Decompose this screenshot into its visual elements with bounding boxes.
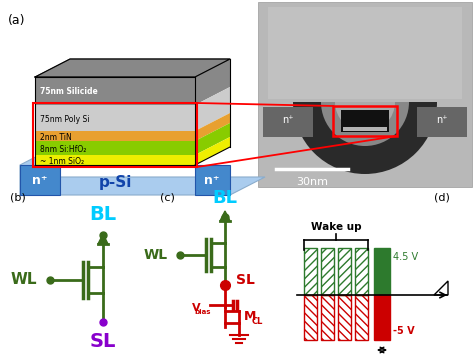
Bar: [343, 127, 387, 131]
Text: bias: bias: [195, 309, 211, 315]
Text: 75nm Silicide: 75nm Silicide: [40, 86, 98, 96]
Bar: [374, 248, 390, 295]
Polygon shape: [195, 87, 230, 131]
Text: 4.5 V: 4.5 V: [393, 252, 418, 262]
Polygon shape: [195, 137, 230, 165]
Bar: [258, 2, 472, 187]
Polygon shape: [220, 211, 230, 221]
Text: WL: WL: [10, 273, 37, 287]
Text: CL: CL: [252, 316, 264, 325]
Bar: [35, 131, 195, 141]
Bar: [417, 107, 467, 137]
Text: (d): (d): [434, 192, 450, 202]
Text: M: M: [244, 310, 256, 324]
Text: p-Si: p-Si: [98, 176, 132, 190]
Polygon shape: [195, 165, 230, 195]
Bar: [341, 110, 389, 132]
Text: SL: SL: [90, 332, 116, 351]
Bar: [355, 295, 368, 340]
Bar: [35, 77, 195, 105]
Text: BL: BL: [212, 189, 237, 207]
Bar: [321, 295, 334, 340]
Text: SL: SL: [236, 273, 255, 287]
Bar: [35, 141, 195, 155]
Polygon shape: [195, 59, 230, 105]
Wedge shape: [293, 102, 437, 174]
Text: 8nm Si:HfO₂: 8nm Si:HfO₂: [40, 145, 86, 154]
Wedge shape: [335, 102, 395, 132]
Text: n⁺: n⁺: [204, 173, 220, 187]
Bar: [35, 105, 195, 131]
Bar: [33, 103, 197, 167]
Polygon shape: [195, 123, 230, 155]
Text: (a): (a): [8, 14, 26, 27]
Bar: [35, 155, 195, 165]
Bar: [355, 248, 368, 295]
Bar: [338, 295, 351, 340]
Text: (b): (b): [10, 192, 26, 202]
Text: -5 V: -5 V: [393, 326, 415, 336]
Polygon shape: [20, 165, 60, 195]
Text: 75nm Poly Si: 75nm Poly Si: [40, 115, 90, 125]
Text: ~ 1nm SiO₂: ~ 1nm SiO₂: [40, 158, 84, 166]
Bar: [304, 295, 317, 340]
Text: 2nm TiN: 2nm TiN: [40, 133, 72, 143]
Bar: [321, 248, 334, 295]
Polygon shape: [98, 234, 108, 244]
Text: V: V: [191, 303, 201, 313]
Bar: [268, 7, 462, 99]
Polygon shape: [35, 59, 230, 77]
Bar: [304, 248, 317, 295]
Bar: [263, 107, 313, 137]
Text: n⁺: n⁺: [436, 115, 448, 125]
Text: WL: WL: [144, 248, 168, 262]
Wedge shape: [321, 102, 409, 146]
Text: BL: BL: [90, 205, 117, 224]
Text: 30nm: 30nm: [296, 177, 328, 187]
Text: n⁺: n⁺: [32, 173, 48, 187]
Text: n⁺: n⁺: [282, 115, 294, 125]
Bar: [333, 106, 397, 136]
Text: (c): (c): [160, 192, 175, 202]
Polygon shape: [20, 147, 265, 195]
Bar: [374, 295, 390, 340]
Bar: [338, 248, 351, 295]
Text: Wake up: Wake up: [310, 222, 361, 232]
Polygon shape: [195, 113, 230, 141]
